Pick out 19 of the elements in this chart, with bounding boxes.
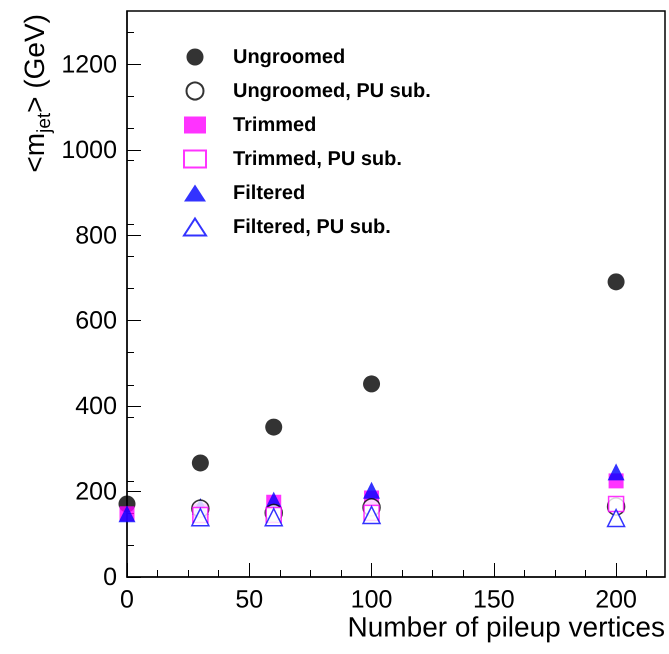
legend-label: Ungroomed <box>233 46 346 68</box>
y-tick-label: 600 <box>75 306 117 335</box>
x-tick-label: 150 <box>472 586 515 614</box>
x-tick-label: 50 <box>235 586 264 614</box>
x-tick-label: 100 <box>350 586 392 614</box>
legend-label: Filtered <box>233 182 306 204</box>
x-axis-title: Number of pileup vertices <box>348 612 665 642</box>
legend-label: Trimmed, PU sub. <box>233 148 402 170</box>
y-tick-label: 200 <box>75 478 117 506</box>
y-tick-label: 1200 <box>61 50 117 78</box>
y-tick-label: 800 <box>75 221 117 250</box>
x-tick-label: 200 <box>595 586 637 614</box>
legend-label: Ungroomed, PU sub. <box>233 80 431 102</box>
y-tick-label: 1000 <box>61 136 117 164</box>
legend-label: Filtered, PU sub. <box>233 216 391 238</box>
x-tick-label: 0 <box>120 586 134 614</box>
legend-label: Trimmed <box>233 114 316 136</box>
y-tick-label: 400 <box>75 392 117 420</box>
y-tick-label: 0 <box>103 563 117 591</box>
